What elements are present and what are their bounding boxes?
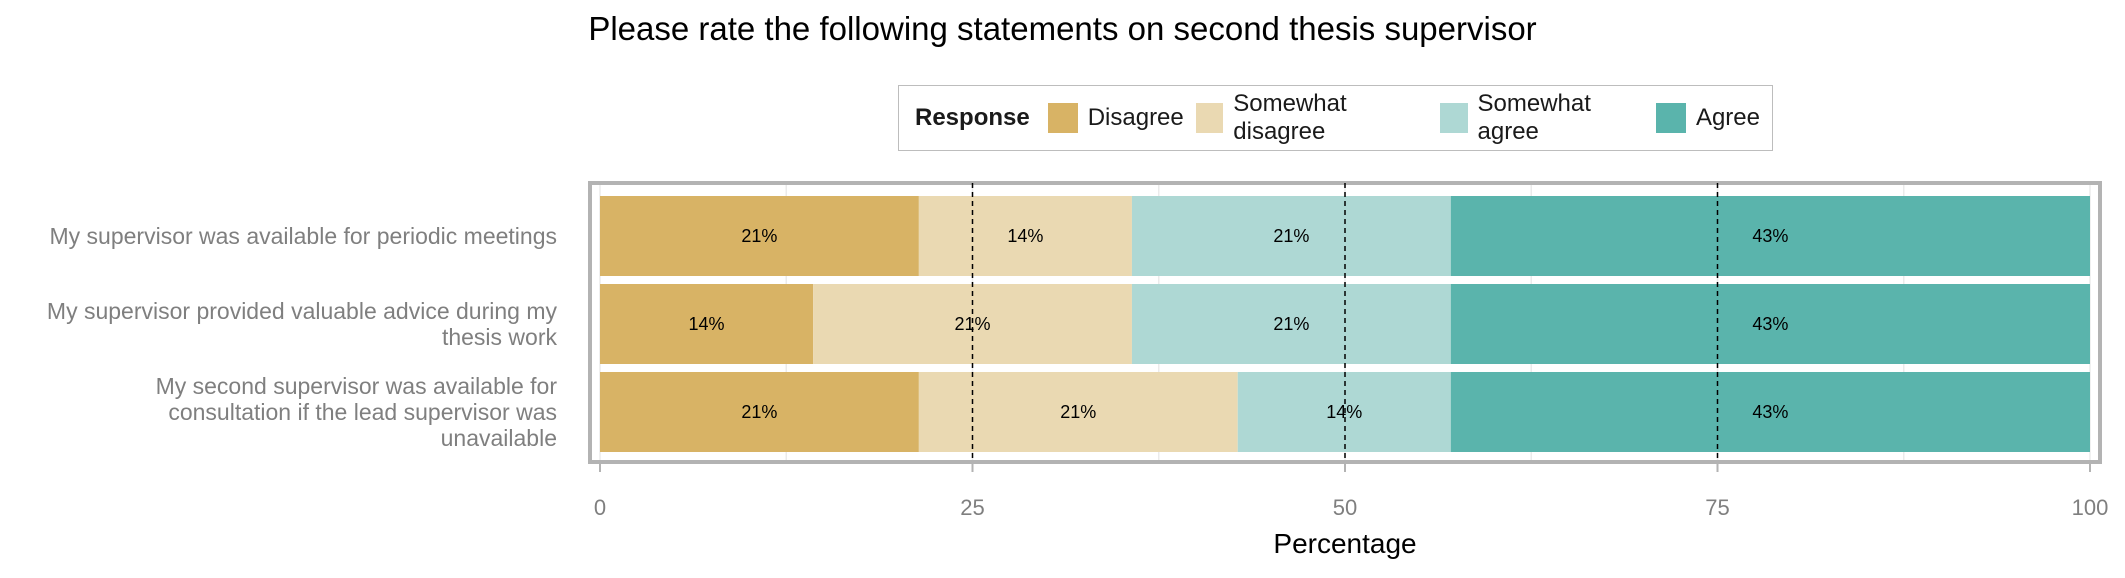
bar-2-somewhat-disagree xyxy=(813,284,1132,364)
bar-1-agree xyxy=(1450,196,2090,276)
bar-3-disagree xyxy=(600,372,919,452)
category-label: unavailable xyxy=(441,425,557,451)
x-axis-title: Percentage xyxy=(1273,528,1416,559)
x-tick-label: 100 xyxy=(2072,495,2109,520)
x-tick-label: 75 xyxy=(1705,495,1729,520)
category-label: My supervisor provided valuable advice d… xyxy=(47,298,558,324)
data-label: 21% xyxy=(741,402,777,422)
bar-1-somewhat-agree xyxy=(1131,196,1451,276)
category-label: thesis work xyxy=(442,324,558,350)
legend-label-somewhat-disagree: Somewhat disagree xyxy=(1233,90,1347,145)
data-label: 43% xyxy=(1752,314,1788,334)
legend: Response Disagree Somewhat disagree Some… xyxy=(898,85,1773,151)
legend-swatch-somewhat-agree xyxy=(1439,103,1468,133)
chart-title: Please rate the following statements on … xyxy=(588,10,1537,47)
bar-2-agree xyxy=(1450,284,2090,364)
legend-swatch-disagree xyxy=(1047,103,1078,133)
data-label: 21% xyxy=(1060,402,1096,422)
data-label: 43% xyxy=(1752,226,1788,246)
data-label: 14% xyxy=(1007,226,1043,246)
bar-1-somewhat-disagree xyxy=(918,196,1132,276)
legend-swatch-somewhat-disagree xyxy=(1195,103,1224,133)
category-label: My supervisor was available for periodic… xyxy=(50,223,558,249)
legend-item-somewhat-disagree: Somewhat disagree xyxy=(1195,90,1428,146)
bar-2-disagree xyxy=(600,284,814,364)
legend-item-somewhat-agree: Somewhat agree xyxy=(1439,90,1644,146)
bar-3-agree xyxy=(1450,372,2090,452)
x-tick-label: 50 xyxy=(1333,495,1357,520)
bar-2-somewhat-agree xyxy=(1131,284,1451,364)
data-label: 21% xyxy=(954,314,990,334)
legend-swatch-agree xyxy=(1655,103,1686,133)
legend-item-agree: Agree xyxy=(1655,103,1760,133)
category-label: My second supervisor was available for xyxy=(156,373,558,399)
legend-label-somewhat-agree: Somewhat agree xyxy=(1477,90,1591,145)
data-label: 14% xyxy=(689,314,725,334)
legend-label-agree: Agree xyxy=(1695,104,1760,131)
legend-item-disagree: Disagree xyxy=(1047,103,1184,133)
data-label: 21% xyxy=(1273,226,1309,246)
data-label: 21% xyxy=(1273,314,1309,334)
category-label: consultation if the lead supervisor was xyxy=(168,399,557,425)
data-label: 43% xyxy=(1752,402,1788,422)
legend-title: Response xyxy=(915,104,1030,131)
data-label: 21% xyxy=(741,226,777,246)
legend-label-disagree: Disagree xyxy=(1087,104,1184,131)
bar-1-disagree xyxy=(600,196,919,276)
x-tick-label: 0 xyxy=(594,495,606,520)
x-tick-label: 25 xyxy=(960,495,984,520)
